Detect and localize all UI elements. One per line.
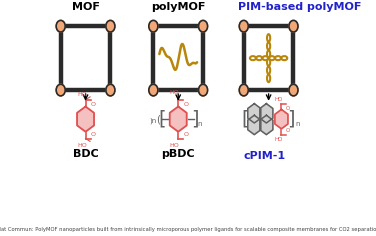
Text: (: ( bbox=[156, 114, 160, 124]
Polygon shape bbox=[248, 104, 261, 123]
Polygon shape bbox=[170, 107, 187, 132]
Text: HO: HO bbox=[77, 143, 86, 148]
Polygon shape bbox=[248, 115, 261, 135]
Text: O: O bbox=[91, 131, 96, 137]
Circle shape bbox=[56, 20, 65, 32]
Text: cPIM-1: cPIM-1 bbox=[244, 151, 286, 161]
Text: n: n bbox=[295, 121, 299, 127]
Polygon shape bbox=[260, 115, 273, 135]
Text: HO: HO bbox=[170, 143, 179, 148]
Text: BDC: BDC bbox=[73, 149, 99, 159]
Circle shape bbox=[289, 20, 298, 32]
Text: O: O bbox=[286, 105, 290, 111]
Text: MOF: MOF bbox=[71, 2, 100, 12]
Circle shape bbox=[239, 84, 248, 96]
Text: ]: ] bbox=[191, 110, 199, 129]
Circle shape bbox=[56, 84, 65, 96]
Polygon shape bbox=[77, 107, 94, 132]
Text: polyMOF: polyMOF bbox=[151, 2, 205, 12]
Text: pBDC: pBDC bbox=[161, 149, 195, 159]
Text: HO: HO bbox=[274, 97, 283, 102]
Text: [: [ bbox=[158, 110, 165, 129]
Text: n: n bbox=[198, 121, 202, 127]
Circle shape bbox=[106, 20, 115, 32]
Text: O: O bbox=[183, 102, 188, 107]
Circle shape bbox=[149, 84, 158, 96]
Circle shape bbox=[106, 84, 115, 96]
Text: HO: HO bbox=[274, 137, 283, 142]
Text: O: O bbox=[91, 102, 96, 107]
Circle shape bbox=[239, 20, 248, 32]
Polygon shape bbox=[275, 110, 288, 129]
Text: )n: )n bbox=[150, 118, 157, 124]
Circle shape bbox=[199, 20, 208, 32]
Text: ]: ] bbox=[288, 110, 295, 129]
Text: HO: HO bbox=[170, 90, 179, 95]
Text: O: O bbox=[183, 131, 188, 137]
Polygon shape bbox=[260, 104, 273, 123]
Text: Nat Commun: PolyMOF nanoparticles built from intrinsically microporous polymer l: Nat Commun: PolyMOF nanoparticles built … bbox=[0, 228, 376, 232]
Circle shape bbox=[289, 84, 298, 96]
Text: HO: HO bbox=[77, 92, 86, 97]
Circle shape bbox=[199, 84, 208, 96]
Text: PIM-based polyMOF: PIM-based polyMOF bbox=[238, 2, 362, 12]
Text: O: O bbox=[286, 128, 290, 133]
Text: [: [ bbox=[241, 110, 249, 129]
Circle shape bbox=[149, 20, 158, 32]
